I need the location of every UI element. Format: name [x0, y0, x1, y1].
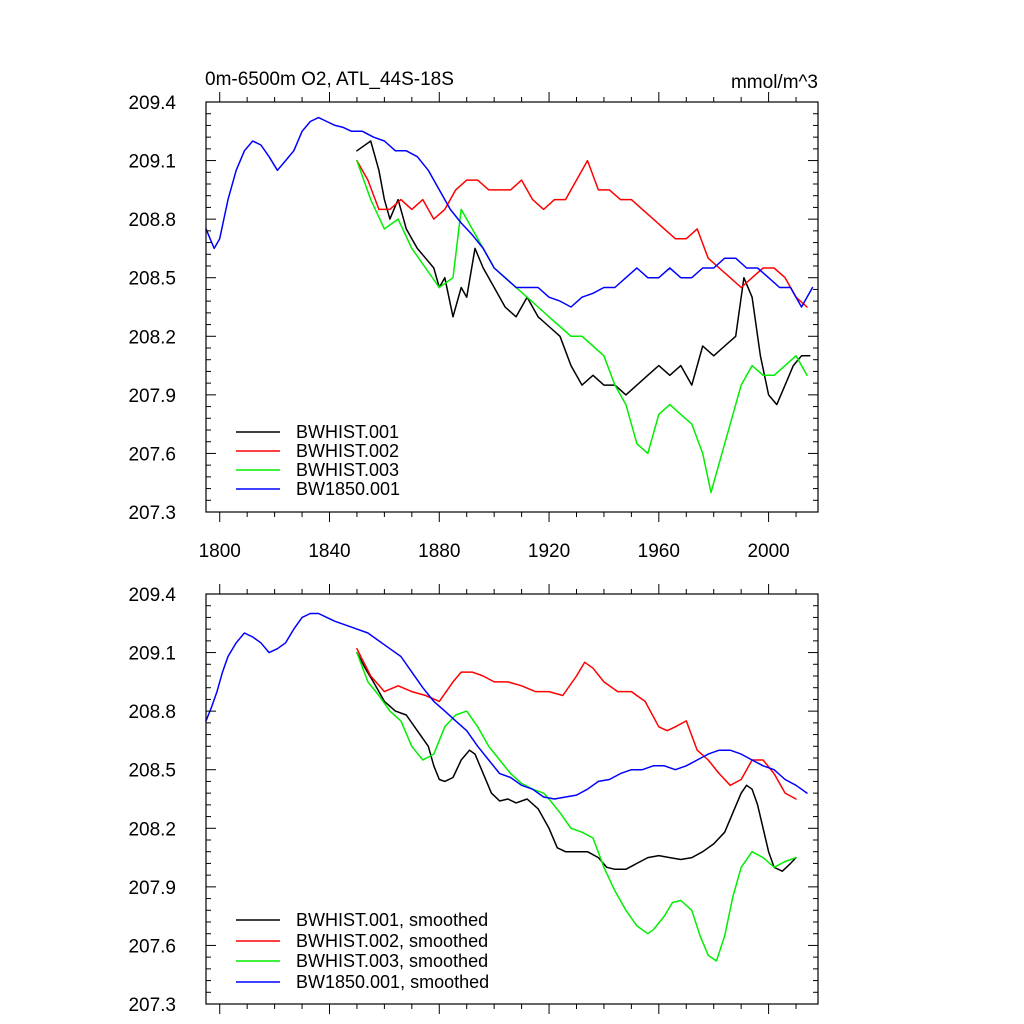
x-tick-label: 1800: [199, 541, 241, 562]
series-line-bw1850-001: [205, 116, 814, 308]
y-tick-label: 207.9: [128, 386, 176, 407]
y-tick-label: 207.9: [128, 878, 176, 899]
series-line-bwhist-003-smoothed: [356, 651, 797, 962]
y-tick-label: 207.3: [128, 503, 176, 524]
bottom-legend: BWHIST.001, smoothed BWHIST.002, smoothe…: [236, 910, 489, 992]
bottom-plot-frame: [205, 593, 819, 1005]
x-tick-label: 1960: [638, 541, 680, 562]
legend-label-bw1850-001: BW1850.001: [296, 479, 400, 499]
x-tick-label: 1840: [308, 541, 350, 562]
y-tick-label: 207.6: [128, 444, 176, 465]
series-line-bwhist-001-smoothed: [356, 651, 797, 872]
top-series-group: [205, 116, 814, 494]
legend-label-bwhist-003: BWHIST.003: [296, 460, 399, 480]
y-tick-label: 209.1: [128, 152, 176, 173]
top-plot-frame: [205, 101, 819, 513]
y-tick-label: 208.8: [128, 210, 176, 231]
series-line-bwhist-002: [356, 159, 808, 308]
x-tick-label: 1880: [418, 541, 460, 562]
top-panel: 0m-6500m O2, ATL_44S-18S mmol/m^3 207.32…: [128, 69, 819, 562]
legend-label-bw1850-001-smoothed: BW1850.001, smoothed: [296, 972, 489, 992]
y-tick-label: 208.2: [128, 327, 176, 348]
y-tick-label: 208.8: [128, 702, 176, 723]
bottom-ticks: 207.3 207.6 207.9 208.2 208.5 208.8 209.1 209.4: [128, 584, 818, 1016]
y-tick-label: 209.1: [128, 644, 176, 665]
legend-label-bwhist-002: BWHIST.002: [296, 441, 399, 461]
series-line-bwhist-002-smoothed: [356, 647, 797, 800]
y-tick-label: 207.3: [128, 995, 176, 1016]
panel-title-left: 0m-6500m O2, ATL_44S-18S: [205, 69, 454, 90]
y-tick-label: 208.5: [128, 761, 176, 782]
series-line-bwhist-003: [356, 159, 808, 494]
legend-label-bwhist-001: BWHIST.001: [296, 422, 399, 442]
top-ticks: 207.3 207.6 207.9 208.2 208.5 208.8 209.1 209.4…: [128, 92, 818, 562]
legend-label-bwhist-003-smoothed: BWHIST.003, smoothed: [296, 951, 488, 971]
legend-label-bwhist-001-smoothed: BWHIST.001, smoothed: [296, 910, 488, 930]
y-tick-label: 209.4: [128, 585, 176, 606]
series-line-bwhist-001: [356, 140, 811, 406]
y-tick-label: 208.2: [128, 819, 176, 840]
y-tick-label: 209.4: [128, 93, 176, 114]
y-tick-label: 208.5: [128, 269, 176, 290]
series-line-bw1850-001-smoothed: [205, 612, 808, 800]
bottom-series-group: [205, 612, 808, 962]
bottom-panel: 207.3 207.6 207.9 208.2 208.5 208.8 209.1 209.4…: [128, 584, 819, 1016]
panel-units-label: mmol/m^3: [731, 72, 818, 93]
top-legend: BWHIST.001 BWHIST.002 BWHIST.003 BW1850.…: [236, 422, 400, 499]
legend-label-bwhist-002-smoothed: BWHIST.002, smoothed: [296, 931, 488, 951]
x-tick-label: 1920: [528, 541, 570, 562]
y-tick-label: 207.6: [128, 936, 176, 957]
x-tick-label: 2000: [747, 541, 789, 562]
